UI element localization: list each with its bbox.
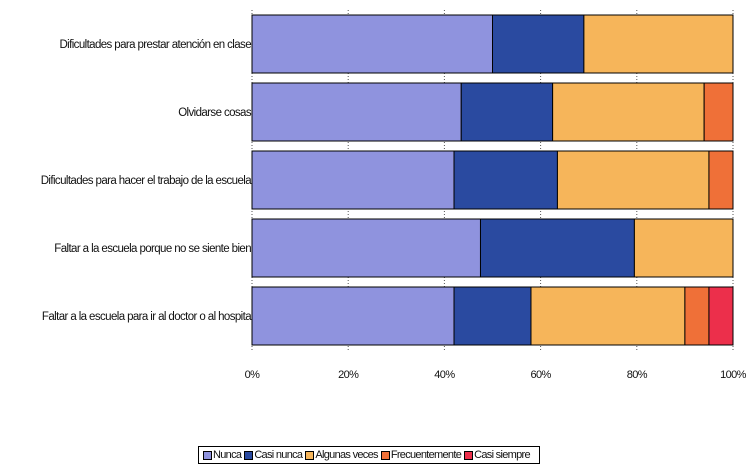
category-label: Faltar a la escuela porque no se siente … bbox=[54, 243, 251, 255]
bar-segment bbox=[703, 82, 734, 142]
x-tick-labels: 0% 20% 40% 60% 80% 100% bbox=[245, 369, 747, 381]
legend-item: Casi siempre bbox=[464, 449, 531, 461]
legend-swatch bbox=[244, 450, 254, 460]
bar-segment bbox=[251, 218, 481, 278]
x-tick-label: 20% bbox=[338, 369, 359, 381]
bar-segment bbox=[708, 286, 734, 346]
bar-segment bbox=[492, 14, 585, 74]
bar-segment bbox=[251, 286, 455, 346]
x-tick-label: 0% bbox=[245, 369, 261, 381]
x-tick-label: 60% bbox=[530, 369, 551, 381]
legend-swatch bbox=[203, 450, 212, 460]
x-tick-label: 100% bbox=[720, 369, 747, 381]
bar-segment bbox=[453, 150, 558, 210]
bar-segment bbox=[552, 82, 705, 142]
legend-label: Casi siempre bbox=[474, 449, 530, 461]
legend-item: Nunca bbox=[203, 449, 242, 461]
bar-segment bbox=[453, 286, 532, 346]
legend-swatch bbox=[380, 450, 390, 460]
bar-segment bbox=[530, 286, 686, 346]
bar-segment bbox=[479, 218, 635, 278]
category-labels: Dificultades para prestar atención en cl… bbox=[41, 39, 253, 323]
category-label: Dificultades para prestar atención en cl… bbox=[59, 39, 251, 51]
stacked-bar-chart: Dificultades para prestar atención en cl… bbox=[41, 10, 747, 381]
legend-item: Frecuentemente bbox=[380, 449, 462, 461]
bar-segment bbox=[684, 286, 710, 346]
x-tick-label: 80% bbox=[627, 369, 648, 381]
bar-segment bbox=[556, 150, 710, 210]
legend-swatch bbox=[464, 450, 474, 460]
legend-label: Nunca bbox=[213, 449, 242, 461]
bar-segment bbox=[633, 218, 734, 278]
bar-segment bbox=[460, 82, 554, 142]
category-label: Faltar a la escuela para ir al doctor o … bbox=[42, 311, 252, 323]
bar-segment bbox=[251, 82, 462, 142]
bar-segment bbox=[251, 150, 455, 210]
bar-segment bbox=[708, 150, 734, 210]
category-label: Olvidarse cosas bbox=[178, 107, 252, 119]
legend-item: Algunas veces bbox=[305, 449, 379, 461]
x-tick-label: 40% bbox=[434, 369, 455, 381]
legend-label: Frecuentemente bbox=[390, 449, 462, 461]
legend-swatch bbox=[305, 450, 315, 460]
bars bbox=[251, 14, 734, 346]
legend-item: Casi nunca bbox=[244, 449, 303, 461]
legend: Nunca Casi nunca Algunas veces Frecuentemen… bbox=[198, 446, 540, 464]
legend-label: Casi nunca bbox=[254, 449, 303, 461]
bar-segment bbox=[251, 14, 493, 74]
bar-segment bbox=[583, 14, 734, 74]
category-label: Dificultades para hacer el trabajo de la… bbox=[41, 175, 252, 187]
legend-label: Algunas veces bbox=[315, 449, 378, 461]
